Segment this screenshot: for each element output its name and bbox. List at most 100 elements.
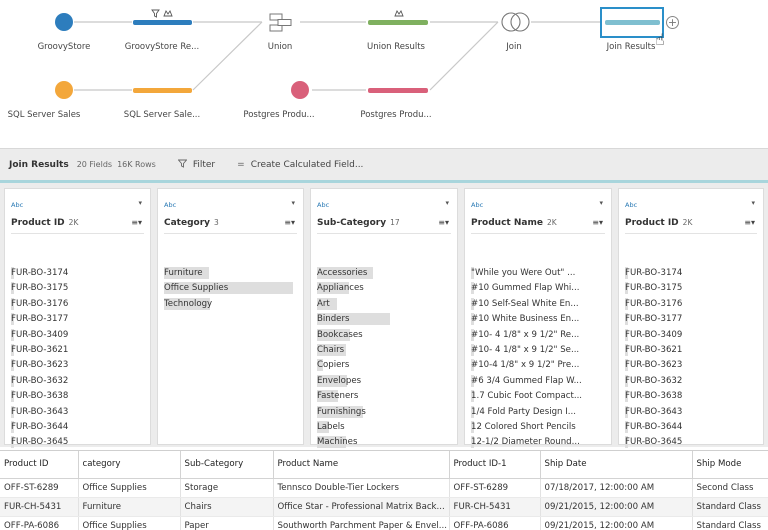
grid-column-header[interactable]: Ship Date [540,451,693,479]
value-bin[interactable]: FUR-BO-3644 [11,420,144,435]
value-bin[interactable]: #10 Self-Seal White En... [471,297,605,312]
profile-card[interactable]: Abc ▾ Category 3 ≡▾ Furniture Office Supplies T… [157,188,304,445]
value-bin[interactable]: Accessories [317,266,451,281]
value-bin[interactable]: FUR-BO-3177 [625,312,757,327]
value-bin[interactable]: FUR-BO-3174 [11,266,144,281]
grid-column-header[interactable]: Product ID [0,451,79,479]
value-bin[interactable]: Office Supplies [164,281,297,296]
profile-card[interactable]: Abc ▾ Product ID 2K ≡▾ FUR-BO-3174 FUR-BO-3175… [4,188,151,449]
join-results-step[interactable] [605,20,660,25]
groovystore-input-node[interactable] [55,13,73,31]
grid-column-header[interactable]: Product Name [273,451,450,479]
sqlserver-input-node[interactable] [55,81,73,99]
card-menu-icon[interactable]: ▾ [751,199,755,207]
value-bin[interactable]: 12 Colored Short Pencils [471,420,605,435]
value-bin[interactable]: FUR-BO-3174 [625,266,757,281]
value-bin[interactable]: Technology [164,297,297,312]
grid-cell[interactable]: Office Supplies [78,478,181,498]
sort-icon[interactable]: ≡▾ [131,218,142,227]
value-bin[interactable]: Furniture [164,266,297,281]
value-bin[interactable]: FUR-BO-3638 [11,389,144,404]
value-bin[interactable]: Envelopes [317,374,451,389]
create-calculated-field-button[interactable]: = Create Calculated Field... [237,160,363,170]
profile-card[interactable]: Abc ▾ Product ID 2K ≡▾ FUR-BO-3174 FUR-BO-3175… [618,188,764,449]
union-results-step[interactable] [368,20,428,25]
grid-cell[interactable]: Paper [180,516,274,530]
grid-cell[interactable]: Storage [180,478,274,498]
postgres-clean-step[interactable] [368,88,428,93]
sqlserver-clean-step[interactable] [133,88,192,93]
grid-cell[interactable]: Chairs [180,497,274,517]
value-bin[interactable]: Machines [317,435,451,450]
value-bin[interactable]: 1.7 Cubic Foot Compact... [471,389,605,404]
filter-button[interactable]: Filter [177,159,215,171]
string-type-icon[interactable]: Abc [317,201,330,209]
grid-column-header[interactable]: Ship Mode [692,451,768,479]
value-bin[interactable]: FUR-BO-3621 [625,343,757,358]
value-bin[interactable]: FUR-BO-3176 [625,297,757,312]
grid-cell[interactable]: Office Supplies [78,516,181,530]
value-bin[interactable]: #6 3/4 Gummed Flap W... [471,374,605,389]
value-bin[interactable]: FUR-BO-3643 [625,405,757,420]
grid-cell[interactable]: 09/21/2015, 12:00:00 AM [540,516,693,530]
value-bin[interactable]: FUR-BO-3643 [11,405,144,420]
value-bin[interactable]: FUR-BO-3623 [625,358,757,373]
data-grid[interactable]: Product ID category Sub-Category Product Na… [0,450,768,530]
groovystore-clean-step[interactable] [133,20,192,25]
string-type-icon[interactable]: Abc [625,201,638,209]
value-bin[interactable]: "While you Were Out" ... [471,266,605,281]
profile-card[interactable]: Abc ▾ Product Name 2K ≡▾ "While you Were Out"… [464,188,612,449]
sort-icon[interactable]: ≡▾ [284,218,295,227]
table-row[interactable]: OFF-ST-6289 Office Supplies Storage Tennsco… [0,478,768,498]
value-bin[interactable]: FUR-BO-3644 [625,420,757,435]
value-bin[interactable]: #10- 4 1/8" x 9 1/2" Se... [471,343,605,358]
grid-column-header[interactable]: Product ID-1 [449,451,541,479]
value-bin[interactable]: #10-4 1/8" x 9 1/2" Pre... [471,358,605,373]
value-bin[interactable]: Copiers [317,358,451,373]
card-menu-icon[interactable]: ▾ [138,199,142,207]
table-row[interactable]: FUR-CH-5431 Furniture Chairs Office Star - … [0,497,768,517]
value-bin[interactable]: FUR-BO-3632 [625,374,757,389]
grid-cell[interactable]: OFF-PA-6086 [0,516,79,530]
value-bin[interactable]: FUR-BO-3177 [11,312,144,327]
string-type-icon[interactable]: Abc [164,201,177,209]
value-bin[interactable]: FUR-BO-3623 [11,358,144,373]
string-type-icon[interactable]: Abc [11,201,24,209]
add-step-plus-icon[interactable]: + [666,16,679,29]
value-bin[interactable]: FUR-BO-3645 [11,435,144,450]
grid-cell[interactable]: Southworth Parchment Paper & Envel... [273,516,450,530]
value-bin[interactable]: Furnishings [317,405,451,420]
value-bin[interactable]: Fasteners [317,389,451,404]
value-bin[interactable]: 1/4 Fold Party Design I... [471,405,605,420]
value-bin[interactable]: FUR-BO-3645 [625,435,757,450]
sort-icon[interactable]: ≡▾ [744,218,755,227]
value-bin[interactable]: 12-1/2 Diameter Round... [471,435,605,450]
join-icon[interactable] [500,11,532,33]
string-type-icon[interactable]: Abc [471,201,484,209]
value-bin[interactable]: FUR-BO-3175 [625,281,757,296]
grid-column-header[interactable]: Sub-Category [180,451,274,479]
value-bin[interactable]: Chairs [317,343,451,358]
value-bin[interactable]: FUR-BO-3638 [625,389,757,404]
grid-cell[interactable]: OFF-ST-6289 [0,478,79,498]
table-row[interactable]: OFF-PA-6086 Office Supplies Paper Southwort… [0,516,768,530]
sort-icon[interactable]: ≡▾ [592,218,603,227]
grid-cell[interactable]: Tennsco Double-Tier Lockers [273,478,450,498]
value-bin[interactable]: #10 Gummed Flap Whi... [471,281,605,296]
grid-cell[interactable]: Furniture [78,497,181,517]
grid-cell[interactable]: 09/21/2015, 12:00:00 AM [540,497,693,517]
value-bin[interactable]: Art [317,297,451,312]
value-bin[interactable]: FUR-BO-3621 [11,343,144,358]
profile-card[interactable]: Abc ▾ Sub-Category 17 ≡▾ Accessories Appliance… [310,188,458,449]
value-bin[interactable]: FUR-BO-3409 [625,328,757,343]
grid-cell[interactable]: OFF-ST-6289 [449,478,541,498]
value-bin[interactable]: FUR-BO-3632 [11,374,144,389]
postgres-input-node[interactable] [291,81,309,99]
union-icon[interactable] [269,13,293,33]
flow-canvas[interactable]: GroovyStore GroovyStore Re... Union Unio… [0,0,768,148]
grid-cell[interactable]: Office Star - Professional Matrix Back..… [273,497,450,517]
sort-icon[interactable]: ≡▾ [438,218,449,227]
grid-column-header[interactable]: category [78,451,181,479]
grid-cell[interactable]: OFF-PA-6086 [449,516,541,530]
grid-cell[interactable]: FUR-CH-5431 [449,497,541,517]
